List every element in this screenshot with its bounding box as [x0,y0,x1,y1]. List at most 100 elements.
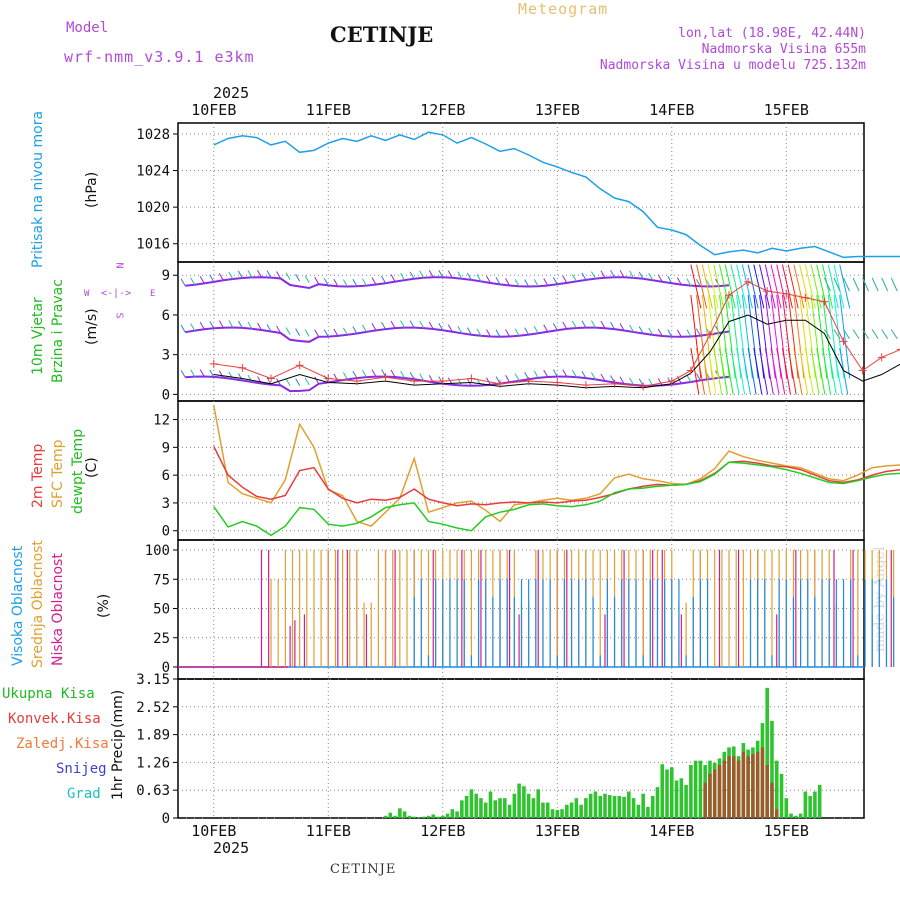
wind-barb [333,373,339,382]
wind-barb [543,369,549,378]
wind-barb [695,328,701,336]
wind-gust-marker [839,337,848,346]
total-rain-bar [627,791,631,818]
panel-frame-2 [177,400,865,541]
wind-barb [533,370,539,379]
total-rain-bar [417,817,421,818]
wind-barb [457,326,463,334]
wind-barb [295,328,301,336]
wind-barb [180,369,186,378]
conv-rain-bar [760,747,765,818]
total-rain-bar [598,795,603,818]
conv-rain-bar [741,751,746,818]
wind-barb [333,328,339,337]
wind-barb [381,321,386,330]
model-name: wrf-nmm_v3.9.1 e3km [64,48,255,66]
wind-barb [352,370,358,379]
wind-barb [543,324,549,332]
wind-barb [304,275,310,283]
date-label-top: 11FEB [306,101,351,119]
total-rain-bar [798,813,803,818]
strong-wind-barb [822,264,834,309]
total-rain-bar [440,815,445,818]
wind-barb [190,323,196,331]
wind-barb [890,329,898,340]
wind-barb [257,322,262,331]
wind-barb [209,274,215,283]
total-rain-bar [770,720,774,818]
wind-barb [218,273,224,281]
ytick-label: 100 [145,543,170,559]
total-rain-bar [402,811,407,818]
total-rain-bar [498,798,502,818]
wind-barb [591,372,596,380]
wind-barb [304,377,310,386]
wind-gust-marker [667,377,676,386]
wind-barb [199,322,205,330]
total-rain-bar [388,812,393,818]
total-rain-bar [479,798,483,818]
strong-wind-barb [776,264,788,309]
strong-wind-barb [696,264,708,309]
ytick-label: 1020 [136,200,170,216]
conv-rain-bar [751,754,755,818]
strong-wind-barb [776,347,786,395]
wind-barb [447,324,453,332]
total-rain-bar [593,791,598,818]
date-label-bottom: 11FEB [306,822,351,840]
wind-barb [591,271,596,279]
wind-barb [657,274,663,282]
total-rain-bar [631,798,636,818]
total-rain-bar [445,813,450,818]
strong-wind-barb [833,264,845,309]
date-label-bottom: 15FEB [764,822,809,840]
ytick-label: 3.15 [136,672,170,688]
page-title: CETINJE [330,22,434,47]
wind-gust-marker [467,374,476,383]
wind-barb [314,376,320,385]
legend-conv-rain: Konvek.Kisa [8,711,101,727]
total-rain-bar [560,809,564,818]
wind-barb [638,271,644,280]
wind-barb [295,378,301,386]
wind-barb [524,327,530,335]
total-rain-bar [421,816,426,818]
conv-rain-bar [722,760,727,818]
conv-rain-bar [708,773,712,818]
wind-barb [237,270,243,279]
wind-barb [228,371,234,380]
ytick-label: 0.63 [136,783,170,799]
strong-wind-barb [816,347,826,395]
wind-barb [476,328,482,337]
total-rain-bar [579,804,583,818]
wind-barb [314,276,320,285]
total-rain-bar [407,815,412,818]
total-rain-bar [813,791,817,818]
strong-wind-barb [827,347,837,395]
strong-wind-barb [724,264,736,309]
wind-barb [381,275,386,284]
wind-barb [629,324,635,333]
strong-wind-barb [707,347,717,395]
total-rain-bar [431,814,436,818]
wind-barb [629,377,635,386]
strong-wind-barb [810,264,822,309]
total-rain-bar [536,789,540,818]
wind-barb [323,278,329,286]
model-altitude-label: Nadmorska Visina u modelu 725.132m [599,58,866,73]
wind-barb [695,279,701,287]
wind-barb [476,274,482,282]
date-label-top: 15FEB [764,101,809,119]
wind-barb [438,270,444,278]
wind-barb [218,370,224,379]
wind-gust-marker [763,287,772,296]
ytick-label: 9 [162,440,170,456]
wind-barb [852,277,860,292]
wind-barb [686,278,692,286]
wind-barb [533,325,539,334]
wind-gust-marker [352,377,361,386]
wind-barb [610,375,615,383]
pressure-line [213,131,900,259]
wind-barb [390,274,396,282]
wind-speed-line [213,314,900,389]
